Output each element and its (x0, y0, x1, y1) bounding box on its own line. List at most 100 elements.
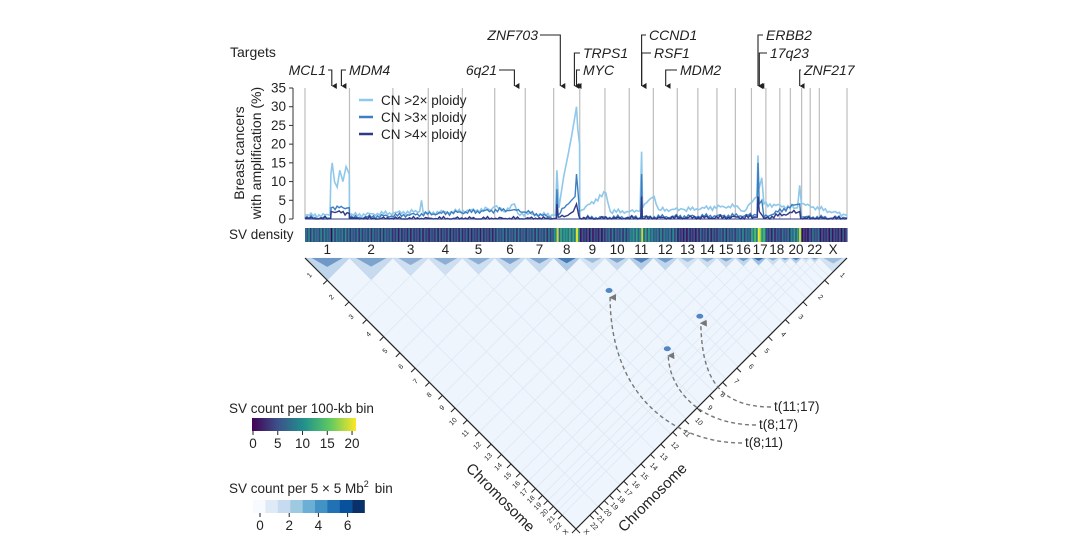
density-bin (415, 228, 417, 242)
heatmap-diagonal-block (525, 258, 554, 273)
density-bin (345, 228, 347, 242)
density-bin (758, 228, 760, 242)
left-axis-tick (362, 319, 367, 324)
y-axis-label-line2: with amplification (%) (248, 87, 264, 220)
density-bin (394, 228, 396, 242)
right-axis-tick (751, 352, 757, 358)
chromosome-label: 6 (506, 242, 514, 257)
heatmap-grid-line (478, 257, 654, 433)
density-bin (499, 228, 501, 242)
density-bin (733, 228, 735, 242)
density-bin (607, 228, 609, 242)
density-bin (337, 228, 339, 242)
density-bin (726, 228, 729, 242)
density-bin (514, 228, 516, 242)
left-axis-tick-label: 17 (519, 488, 530, 499)
density-bin (611, 228, 613, 242)
density-bin (441, 228, 443, 242)
density-bin (463, 228, 465, 242)
density-bin (693, 228, 695, 242)
density-bin (339, 228, 341, 242)
density-bin (528, 228, 530, 242)
right-axis-line (575, 257, 848, 530)
density-bin (508, 228, 510, 242)
density-bin (779, 228, 781, 242)
density-bin (636, 228, 638, 242)
density-bin (731, 228, 733, 242)
density-bin (497, 228, 499, 242)
density-bin (340, 228, 342, 242)
chromosome-label: 1 (323, 242, 331, 257)
density-bin (714, 228, 717, 242)
density-bin (560, 228, 562, 242)
density-bin (618, 228, 620, 242)
density-bin (309, 228, 311, 242)
density-bin (470, 228, 472, 242)
left-axis-tick (424, 381, 430, 387)
density-bin (405, 228, 407, 242)
density-bin (326, 228, 328, 242)
density-bin (793, 228, 796, 242)
amplification-lines (304, 106, 848, 221)
density-bin (554, 228, 556, 242)
chromosome-label: 16 (736, 242, 751, 257)
target-arrow (575, 69, 582, 89)
density-bin (752, 228, 754, 242)
density-bin (632, 228, 634, 242)
density-bin (551, 228, 553, 242)
density-bin (825, 228, 827, 242)
density-bin (448, 228, 450, 242)
density-bin (843, 228, 845, 242)
density-bin (480, 228, 483, 242)
density-bin (672, 228, 674, 242)
translocation-arrow (667, 352, 757, 426)
density-bin (478, 228, 480, 242)
density-bin (313, 228, 315, 242)
density-bin (490, 228, 492, 242)
density-bin (718, 228, 720, 242)
density-bin (522, 228, 524, 242)
density-bin (761, 228, 763, 242)
density-bin (332, 228, 334, 242)
density-bin (656, 228, 658, 242)
density-bin (605, 228, 607, 242)
density-bin (593, 228, 595, 242)
density-bin (337, 228, 339, 242)
density-bin (511, 228, 513, 242)
density-bin (652, 228, 654, 242)
density-bin (662, 228, 664, 242)
left-axis-tick-label: 20 (540, 508, 551, 519)
left-axis-tick (438, 395, 443, 400)
blues-colorbar-swatch (352, 500, 365, 513)
density-bin (400, 228, 402, 242)
density-bin (434, 228, 436, 242)
density-bin (442, 228, 444, 242)
density-bin (812, 228, 814, 242)
target-arrow (499, 69, 520, 89)
density-bin (760, 228, 762, 242)
density-bin (546, 228, 548, 242)
density-bin (595, 228, 597, 242)
density-bin (588, 228, 590, 242)
left-axis-tick (474, 431, 480, 437)
density-bin (661, 228, 664, 242)
density-bin (760, 228, 762, 242)
density-bin (699, 228, 701, 242)
heatmap-grid-line (716, 257, 783, 324)
density-bin (720, 228, 722, 242)
heatmap-grid-line (383, 257, 463, 337)
density-bin (671, 228, 673, 242)
target-arrow (799, 69, 805, 89)
blues-colorbar-swatch (327, 500, 340, 513)
heatmap-grid-line (366, 257, 429, 320)
density-bin (629, 228, 632, 242)
density-bin (661, 228, 663, 242)
density-bin (341, 228, 343, 242)
density-bin (634, 228, 636, 242)
density-bin (579, 228, 581, 242)
translocation-label: t(8;17) (759, 417, 798, 432)
density-bin (314, 228, 316, 242)
density-bin (670, 228, 672, 242)
density-bin (659, 228, 661, 242)
density-bin (535, 228, 538, 242)
